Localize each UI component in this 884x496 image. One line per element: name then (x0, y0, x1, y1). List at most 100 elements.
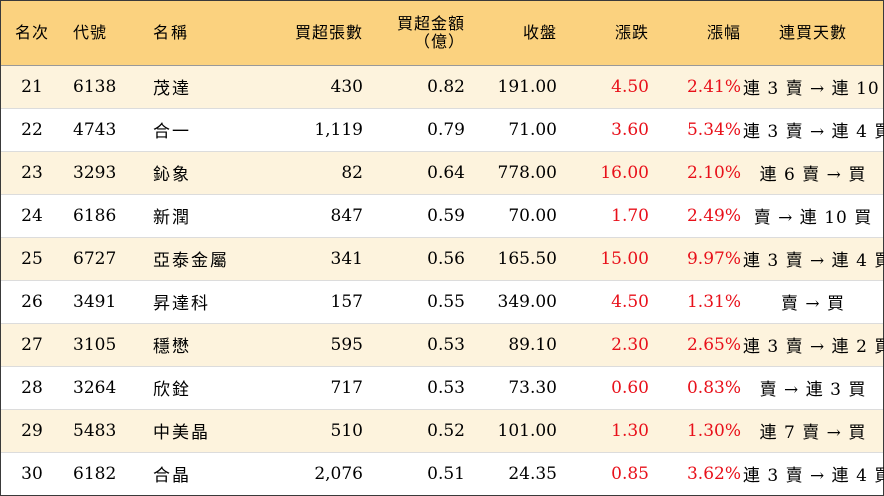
cell-amount: 0.53 (427, 334, 465, 355)
header-code: 代號 (73, 22, 108, 42)
table-row: 27 3105 穩懋 595 0.53 89.10 2.30 2.65% 連 3 賣 → 連 2… (1, 323, 884, 366)
cell-pct: 2.10% (686, 162, 741, 183)
cell-change: 1.70 (611, 205, 649, 226)
table-body: 21 6138 茂達 430 0.82 191.00 4.50 2.41% 連 3 賣 → 連 … (1, 65, 884, 495)
cell-rank: 30 (21, 463, 43, 484)
cell-volume: 847 (330, 205, 363, 226)
cell-change: 16.00 (600, 162, 649, 183)
cell-name: 欣銓 (153, 380, 191, 400)
cell-name: 昇達科 (153, 294, 210, 314)
cell-close: 89.10 (508, 334, 557, 355)
header-days: 連買天數 (778, 22, 847, 42)
cell-change: 2.30 (611, 334, 649, 355)
cell-rank: 23 (21, 162, 43, 183)
cell-days: 連 3 賣 → 連 4 買 (743, 122, 884, 142)
cell-volume: 430 (330, 76, 363, 97)
cell-volume: 595 (330, 334, 363, 355)
cell-code: 6727 (73, 248, 117, 269)
header-amount-line1: 買超金額 (396, 13, 465, 33)
cell-pct: 2.49% (686, 205, 741, 226)
cell-rank: 22 (21, 119, 43, 140)
cell-close: 24.35 (508, 463, 557, 484)
cell-pct: 3.62% (686, 463, 741, 484)
cell-code: 6186 (73, 205, 117, 226)
header-row: 名次 代號 名稱 買超張數 買超金額 （億） 收盤 漲跌 漲幅 連買天數 (1, 1, 883, 65)
cell-change: 3.60 (611, 119, 649, 140)
cell-change: 15.00 (600, 248, 649, 269)
header-amount-line2: （億） (413, 31, 465, 51)
cell-change: 1.30 (611, 420, 649, 441)
cell-amount: 0.53 (427, 377, 465, 398)
cell-change: 4.50 (611, 291, 649, 312)
cell-name: 新潤 (153, 208, 191, 228)
cell-change: 0.60 (611, 377, 649, 398)
cell-volume: 341 (330, 248, 363, 269)
cell-close: 349.00 (497, 291, 557, 312)
cell-pct: 9.97% (686, 248, 741, 269)
table-row: 29 5483 中美晶 510 0.52 101.00 1.30 1.30% 連 7 賣 → 買 (1, 409, 883, 452)
cell-volume: 82 (341, 162, 363, 183)
cell-days: 連 3 賣 → 連 4 買 (743, 466, 884, 487)
cell-name: 鈊象 (153, 165, 191, 185)
cell-close: 70.00 (508, 205, 557, 226)
header-change: 漲跌 (614, 22, 649, 42)
cell-amount: 0.79 (427, 119, 465, 140)
cell-close: 101.00 (497, 420, 557, 441)
cell-volume: 1,119 (314, 119, 363, 140)
header-rank: 名次 (14, 22, 49, 42)
cell-amount: 0.82 (427, 76, 465, 97)
cell-volume: 717 (330, 377, 363, 398)
header-amount: 買超金額 （億） (365, 1, 467, 65)
cell-close: 191.00 (497, 76, 557, 97)
cell-rank: 21 (21, 76, 43, 97)
cell-code: 3491 (73, 291, 117, 312)
header-volume: 買超張數 (294, 22, 363, 42)
cell-amount: 0.52 (427, 420, 465, 441)
cell-name: 穩懋 (153, 337, 191, 357)
cell-rank: 26 (21, 291, 43, 312)
cell-code: 5483 (73, 420, 117, 441)
cell-pct: 1.31% (686, 291, 741, 312)
cell-pct: 1.30% (686, 420, 741, 441)
cell-name: 合一 (153, 122, 191, 142)
cell-change: 4.50 (611, 76, 649, 97)
cell-days: 賣 → 連 3 買 (759, 380, 867, 400)
cell-amount: 0.56 (427, 248, 465, 269)
cell-amount: 0.51 (427, 463, 465, 484)
cell-close: 71.00 (508, 119, 557, 140)
cell-amount: 0.55 (427, 291, 465, 312)
cell-code: 3293 (73, 162, 117, 183)
cell-rank: 27 (21, 334, 43, 355)
cell-pct: 5.34% (686, 119, 741, 140)
header-close: 收盤 (522, 22, 557, 42)
cell-code: 3105 (73, 334, 117, 355)
cell-days: 連 3 賣 → 連 4 買 (743, 251, 884, 271)
cell-amount: 0.64 (427, 162, 465, 183)
cell-days: 連 6 賣 → 買 (759, 165, 867, 185)
cell-volume: 510 (330, 420, 363, 441)
cell-rank: 24 (21, 205, 43, 226)
table-row: 23 3293 鈊象 82 0.64 778.00 16.00 2.10% 連 6 賣 → 買 (1, 151, 883, 194)
cell-volume: 2,076 (314, 463, 363, 484)
cell-rank: 25 (21, 248, 43, 269)
table-row: 24 6186 新潤 847 0.59 70.00 1.70 2.49% 賣 → 連 10 買 (1, 194, 883, 237)
cell-code: 6138 (73, 76, 117, 97)
table-row: 30 6182 合晶 2,076 0.51 24.35 0.85 3.62% 連 3 賣 → 連… (1, 452, 884, 495)
cell-rank: 28 (21, 377, 43, 398)
table-row: 26 3491 昇達科 157 0.55 349.00 4.50 1.31% 賣 → 買 (1, 280, 883, 323)
cell-days: 連 7 賣 → 買 (759, 423, 867, 443)
cell-days: 賣 → 買 (780, 294, 846, 314)
cell-name: 中美晶 (153, 423, 210, 443)
header-name: 名稱 (153, 22, 190, 42)
cell-name: 合晶 (153, 466, 191, 487)
cell-pct: 0.83% (686, 377, 741, 398)
cell-name: 亞泰金屬 (153, 251, 229, 271)
cell-days: 連 3 賣 → 連 10 買 (743, 79, 884, 99)
cell-pct: 2.65% (686, 334, 741, 355)
table-row: 21 6138 茂達 430 0.82 191.00 4.50 2.41% 連 3 賣 → 連 … (1, 65, 884, 108)
cell-close: 778.00 (497, 162, 557, 183)
cell-rank: 29 (21, 420, 43, 441)
cell-days: 連 3 賣 → 連 2 買 (743, 337, 884, 357)
cell-volume: 157 (330, 291, 363, 312)
